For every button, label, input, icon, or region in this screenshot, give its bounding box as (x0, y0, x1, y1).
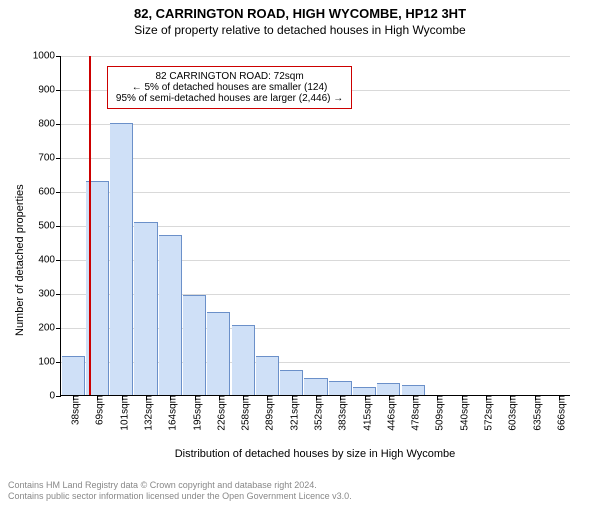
y-tick-mark (56, 328, 61, 329)
footer-line-2: Contains public sector information licen… (8, 491, 352, 502)
x-tick-label: 603sqm (502, 395, 519, 431)
x-tick-label: 164sqm (162, 395, 179, 431)
y-tick-mark (56, 260, 61, 261)
histogram-bar (402, 385, 425, 395)
histogram-bar (329, 381, 352, 395)
gridline (61, 56, 570, 57)
y-tick-mark (56, 192, 61, 193)
gridline (61, 158, 570, 159)
histogram-bar (183, 295, 206, 395)
x-tick-label: 509sqm (429, 395, 446, 431)
histogram-bar (159, 235, 182, 395)
x-tick-label: 352sqm (308, 395, 325, 431)
histogram-bar (110, 123, 133, 395)
x-axis-label: Distribution of detached houses by size … (60, 448, 570, 460)
x-tick-label: 415sqm (356, 395, 373, 431)
x-tick-label: 478sqm (405, 395, 422, 431)
x-tick-label: 383sqm (332, 395, 349, 431)
chart-subtitle: Size of property relative to detached ho… (0, 23, 600, 37)
x-tick-label: 69sqm (89, 395, 106, 425)
x-tick-label: 572sqm (478, 395, 495, 431)
x-tick-label: 446sqm (380, 395, 397, 431)
histogram-bar (134, 222, 157, 395)
gridline (61, 124, 570, 125)
y-tick-mark (56, 226, 61, 227)
y-tick-mark (56, 362, 61, 363)
x-tick-label: 666sqm (550, 395, 567, 431)
x-tick-label: 321sqm (283, 395, 300, 431)
y-axis-label: Number of detached properties (14, 184, 26, 336)
x-tick-label: 289sqm (259, 395, 276, 431)
histogram-bar (304, 378, 327, 395)
x-tick-label: 226sqm (210, 395, 227, 431)
y-tick-mark (56, 90, 61, 91)
x-tick-label: 258sqm (235, 395, 252, 431)
histogram-bar (207, 312, 230, 395)
chart-title: 82, CARRINGTON ROAD, HIGH WYCOMBE, HP12 … (0, 6, 600, 21)
annotation-line: 82 CARRINGTON ROAD: 72sqm (116, 71, 343, 82)
x-tick-label: 195sqm (186, 395, 203, 431)
y-tick-mark (56, 124, 61, 125)
x-tick-label: 540sqm (453, 395, 470, 431)
histogram-bar (353, 387, 376, 396)
y-tick-mark (56, 56, 61, 57)
x-tick-label: 635sqm (526, 395, 543, 431)
x-tick-label: 101sqm (113, 395, 130, 431)
histogram-bar (256, 356, 279, 395)
histogram-bar (232, 325, 255, 395)
annotation-box: 82 CARRINGTON ROAD: 72sqm← 5% of detache… (107, 66, 352, 109)
y-tick-mark (56, 294, 61, 295)
plot-area: 0100200300400500600700800900100038sqm69s… (60, 56, 570, 396)
gridline (61, 192, 570, 193)
property-marker-line (89, 56, 91, 395)
histogram-bar (62, 356, 85, 395)
histogram-bar (377, 383, 400, 395)
footer-line-1: Contains HM Land Registry data © Crown c… (8, 480, 352, 491)
histogram-bar (280, 370, 303, 396)
y-tick-mark (56, 158, 61, 159)
x-tick-label: 132sqm (138, 395, 155, 431)
footer-attribution: Contains HM Land Registry data © Crown c… (8, 480, 352, 503)
y-tick-mark (56, 396, 61, 397)
annotation-line: ← 5% of detached houses are smaller (124… (116, 82, 343, 93)
annotation-line: 95% of semi-detached houses are larger (… (116, 93, 343, 104)
x-tick-label: 38sqm (65, 395, 82, 425)
